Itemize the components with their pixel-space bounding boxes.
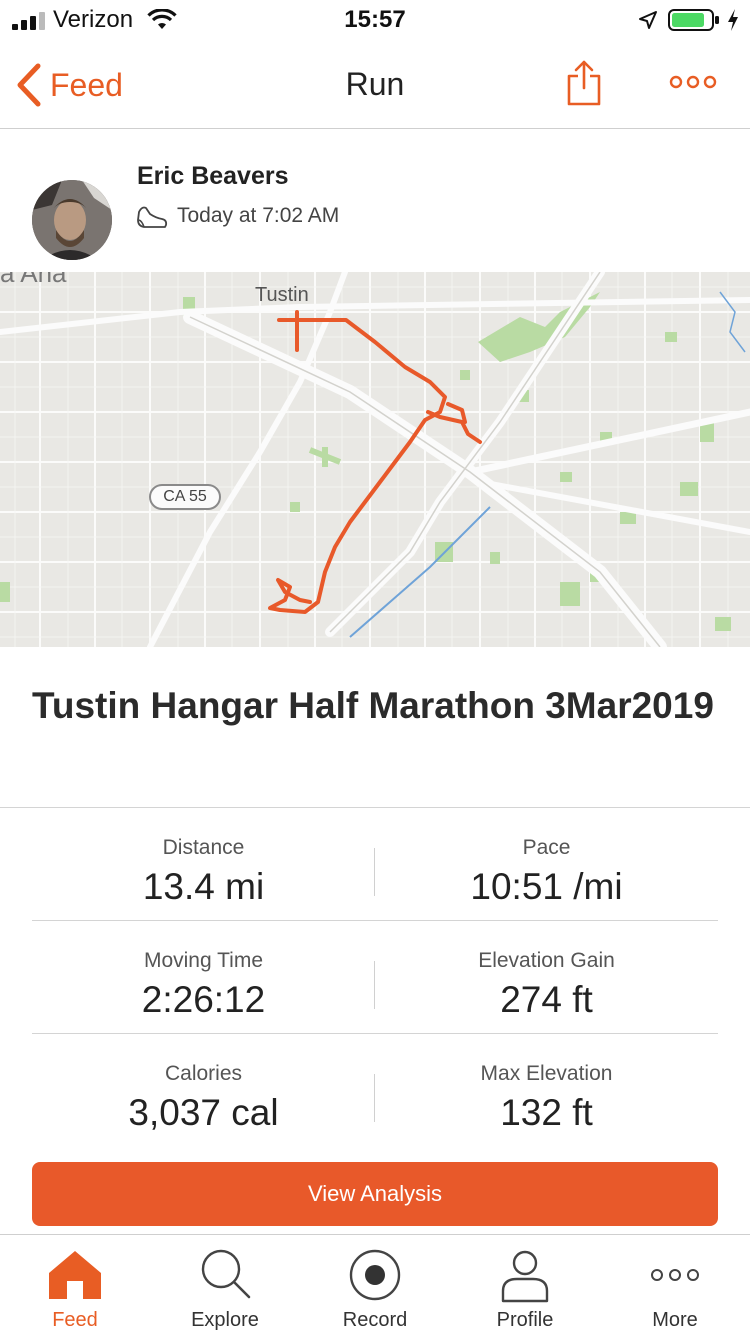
tab-label: Explore: [191, 1309, 259, 1331]
status-time: 15:57: [344, 6, 406, 33]
location-arrow-icon: [639, 11, 657, 29]
divider: [0, 807, 750, 808]
stat-label: Moving Time: [143, 949, 264, 972]
tab-explore[interactable]: Explore: [150, 1235, 300, 1334]
person-icon: [501, 1250, 549, 1303]
page-title: Run: [345, 66, 405, 102]
stat-elevation-gain: Elevation Gain 274 ft: [375, 921, 718, 1034]
stats-row: Calories 3,037 cal Max Elevation 132 ft: [32, 1034, 718, 1147]
more-icon: [651, 1269, 699, 1281]
chevron-left-icon: [17, 63, 41, 107]
stat-distance: Distance 13.4 mi: [32, 808, 375, 921]
tab-more[interactable]: More: [600, 1235, 750, 1334]
back-button[interactable]: Feed: [14, 60, 123, 110]
stat-value: 3,037 cal: [128, 1092, 279, 1133]
avatar[interactable]: [32, 180, 112, 260]
home-icon: [49, 1251, 101, 1299]
stat-label: Calories: [164, 1062, 243, 1085]
map-label-city: Tustin: [255, 284, 309, 306]
avatar-image: [32, 180, 112, 260]
stats-row: Distance 13.4 mi Pace 10:51 /mi: [32, 808, 718, 921]
athlete-name[interactable]: Eric Beavers: [137, 162, 289, 190]
stat-separator: [374, 848, 375, 896]
tab-profile[interactable]: Profile: [450, 1235, 600, 1334]
shoe-icon: [137, 206, 168, 228]
map-canvas: [0, 272, 750, 647]
activity-title: Tustin Hangar Half Marathon 3Mar2019: [32, 685, 714, 726]
share-icon[interactable]: [566, 58, 602, 108]
stat-label: Pace: [522, 836, 571, 859]
stat-separator: [374, 961, 375, 1009]
stat-label: Distance: [162, 836, 245, 859]
carrier-name: Verizon: [53, 6, 134, 33]
stats-row: Moving Time 2:26:12 Elevation Gain 274 f…: [32, 921, 718, 1034]
tab-bar: Feed Explore Record Profile More: [0, 1234, 750, 1334]
signal-icon: [12, 12, 45, 30]
athlete-header: Eric Beavers Today at 7:02 AM: [0, 130, 750, 272]
stat-moving-time: Moving Time 2:26:12: [32, 921, 375, 1034]
stat-calories: Calories 3,037 cal: [32, 1034, 375, 1147]
stat-value: 274 ft: [500, 979, 593, 1020]
stat-value: 2:26:12: [141, 979, 266, 1020]
tab-label: Record: [342, 1309, 408, 1331]
activity-timestamp: Today at 7:02 AM: [177, 204, 340, 227]
battery-icon: [668, 9, 719, 31]
stat-value: 10:51 /mi: [470, 866, 623, 907]
view-analysis-button[interactable]: View Analysis: [32, 1162, 718, 1226]
tab-feed[interactable]: Feed: [0, 1235, 150, 1334]
tab-record[interactable]: Record: [300, 1235, 450, 1334]
tab-label: Profile: [496, 1309, 554, 1331]
stat-label: Max Elevation: [480, 1062, 613, 1085]
record-icon: [349, 1249, 401, 1301]
status-bar: Verizon 15:57: [0, 0, 750, 40]
wifi-icon: [147, 9, 177, 29]
route-map[interactable]: a Ana Tustin CA 55: [0, 272, 750, 647]
stat-max-elevation: Max Elevation 132 ft: [375, 1034, 718, 1147]
stat-value: 132 ft: [500, 1092, 593, 1133]
tab-label: More: [652, 1309, 698, 1331]
map-label-edge: a Ana: [0, 272, 67, 288]
stat-label: Elevation Gain: [478, 949, 615, 972]
stat-separator: [374, 1074, 375, 1122]
charging-bolt-icon: [728, 9, 738, 31]
highway-shield: CA 55: [149, 484, 221, 510]
stats-grid: Distance 13.4 mi Pace 10:51 /mi Moving T…: [32, 808, 718, 1147]
more-icon[interactable]: [668, 72, 718, 92]
search-icon: [201, 1249, 251, 1299]
route-path: [268, 310, 482, 614]
stat-pace: Pace 10:51 /mi: [375, 808, 718, 921]
nav-bar: Feed Run: [0, 40, 750, 129]
tab-label: Feed: [52, 1309, 98, 1331]
back-label: Feed: [50, 66, 123, 103]
stat-value: 13.4 mi: [142, 866, 265, 907]
